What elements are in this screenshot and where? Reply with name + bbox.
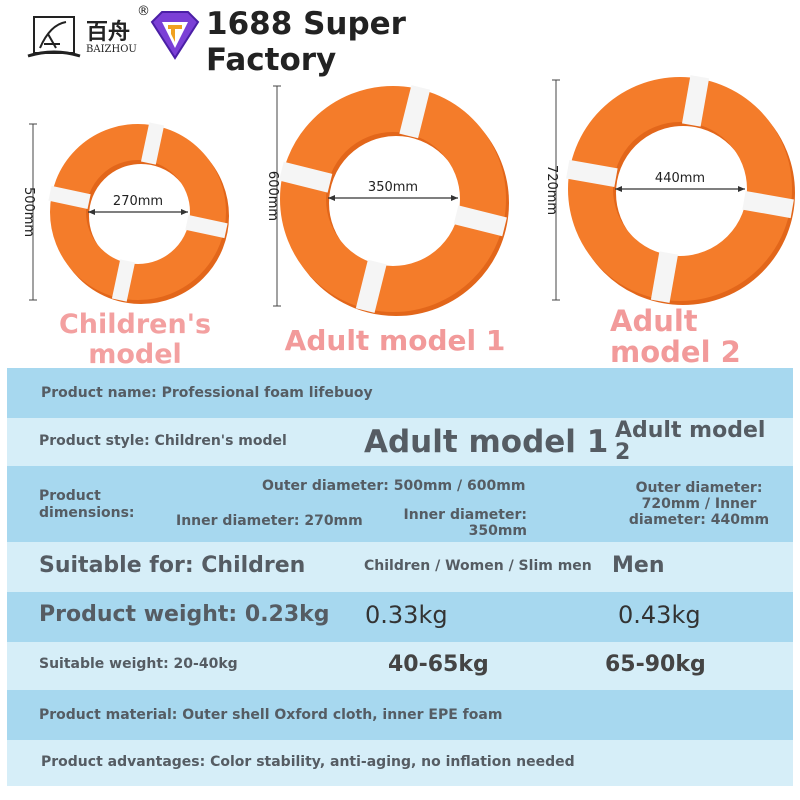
suitable-for-text: Suitable for: Children [39,553,306,578]
adult2-stripe-0 [742,190,794,219]
product-weight-text: Product weight: 0.23kg [39,602,330,627]
adult-model-1-label: Adult model 1 [284,324,506,357]
adult2-inner-dim-label: 440mm [655,171,705,186]
lifebuoy-illustrations: 500mm 270mm 600mm 350mm 720mm 440mm [21,75,795,316]
children-stripe-3 [141,122,165,165]
adult2-inner-dim-arrow-left [615,186,622,192]
adult2-ring [568,77,792,301]
product-advantages-text: Product advantages: Color stability, ant… [41,754,575,770]
children-inner-dim-label: 270mm [113,194,163,209]
product-name-text: Product name: Professional foam lifebuoy [41,385,373,401]
row-product-advantages: Product advantages: Color stability, ant… [7,740,793,786]
suitable-weight-adult1: 40-65kg [388,652,489,677]
adult1-stripe-3 [399,85,431,139]
suitable-for-adult1: Children / Women / Slim men [364,558,592,574]
children-stripe-1 [111,259,135,302]
super-factory-badge-icon [150,11,200,60]
brand-english-name: BAIZHOU [86,44,137,55]
adult1-inner-dim-label: 350mm [368,180,418,195]
row-product-dimensions: Product dimensions: Outer diameter: 500m… [7,466,793,542]
adult2-stripe-1 [650,251,679,303]
adult1-stripe-1 [355,259,387,313]
adult1-inner-dim-arrow-left [328,195,335,201]
weight-adult1: 0.33kg [365,601,448,629]
row-product-name: Product name: Professional foam lifebuoy [7,368,793,418]
dimensions-label: Product dimensions: [39,488,135,521]
product-material-text: Product material: Outer shell Oxford clo… [39,707,503,723]
adult2-stripe-3 [681,75,710,127]
inner-diameter-child: Inner diameter: 270mm [176,513,363,529]
row-product-material: Product material: Outer shell Oxford clo… [7,690,793,740]
suitable-for-adult2: Men [612,553,665,578]
row-suitable-weight: Suitable weight: 20-40kg 40-65kg 65-90kg [7,642,793,690]
adult2-outer-dim-label: 720mm [544,165,559,215]
adult1-ring [280,86,506,312]
adult2-inner-dim-arrow-right [738,186,745,192]
adult1-outer-dim-label: 600mm [265,171,280,221]
suitable-weight-text: Suitable weight: 20-40kg [39,656,238,672]
children-stripe-0 [185,215,228,239]
row-suitable-for: Suitable for: Children Children / Women … [7,542,793,592]
style-adult-model-2: Adult model 2 [615,418,766,465]
brand-chinese-name: 百舟 [86,19,131,45]
adult1-stripe-0 [453,205,507,237]
children-inner-dim-arrow-right [181,209,188,215]
adult-model-2-label: Adult model 2 [610,304,741,369]
outer-diameter-text: Outer diameter: 500mm / 600mm [262,478,526,494]
row-product-style: Product style: Children's model Adult mo… [7,418,793,466]
page-title: 1688 Super Factory [206,6,406,78]
adult1-stripe-2 [279,161,333,193]
adult2-stripe-2 [566,159,618,188]
weight-adult2: 0.43kg [618,601,701,629]
row-product-weight: Product weight: 0.23kg 0.33kg 0.43kg [7,592,793,642]
adult1-inner-dim-arrow-right [451,195,458,201]
children-stripe-2 [48,185,91,209]
children-outer-dim-label: 500mm [21,187,36,237]
style-adult-model-1: Adult model 1 [364,424,609,460]
children-ring [50,124,226,300]
children-inner-dim-arrow-left [88,209,95,215]
dimensions-adult2: Outer diameter: 720mm / Inner diameter: … [628,480,770,528]
suitable-weight-adult2: 65-90kg [605,652,706,677]
childrens-model-label: Children's model [58,309,212,370]
registered-mark: ® [137,4,150,19]
baizhou-logo-icon [27,16,81,58]
product-style-text: Product style: Children's model [39,433,287,449]
inner-diameter-adult1: Inner diameter: 350mm [403,507,527,539]
